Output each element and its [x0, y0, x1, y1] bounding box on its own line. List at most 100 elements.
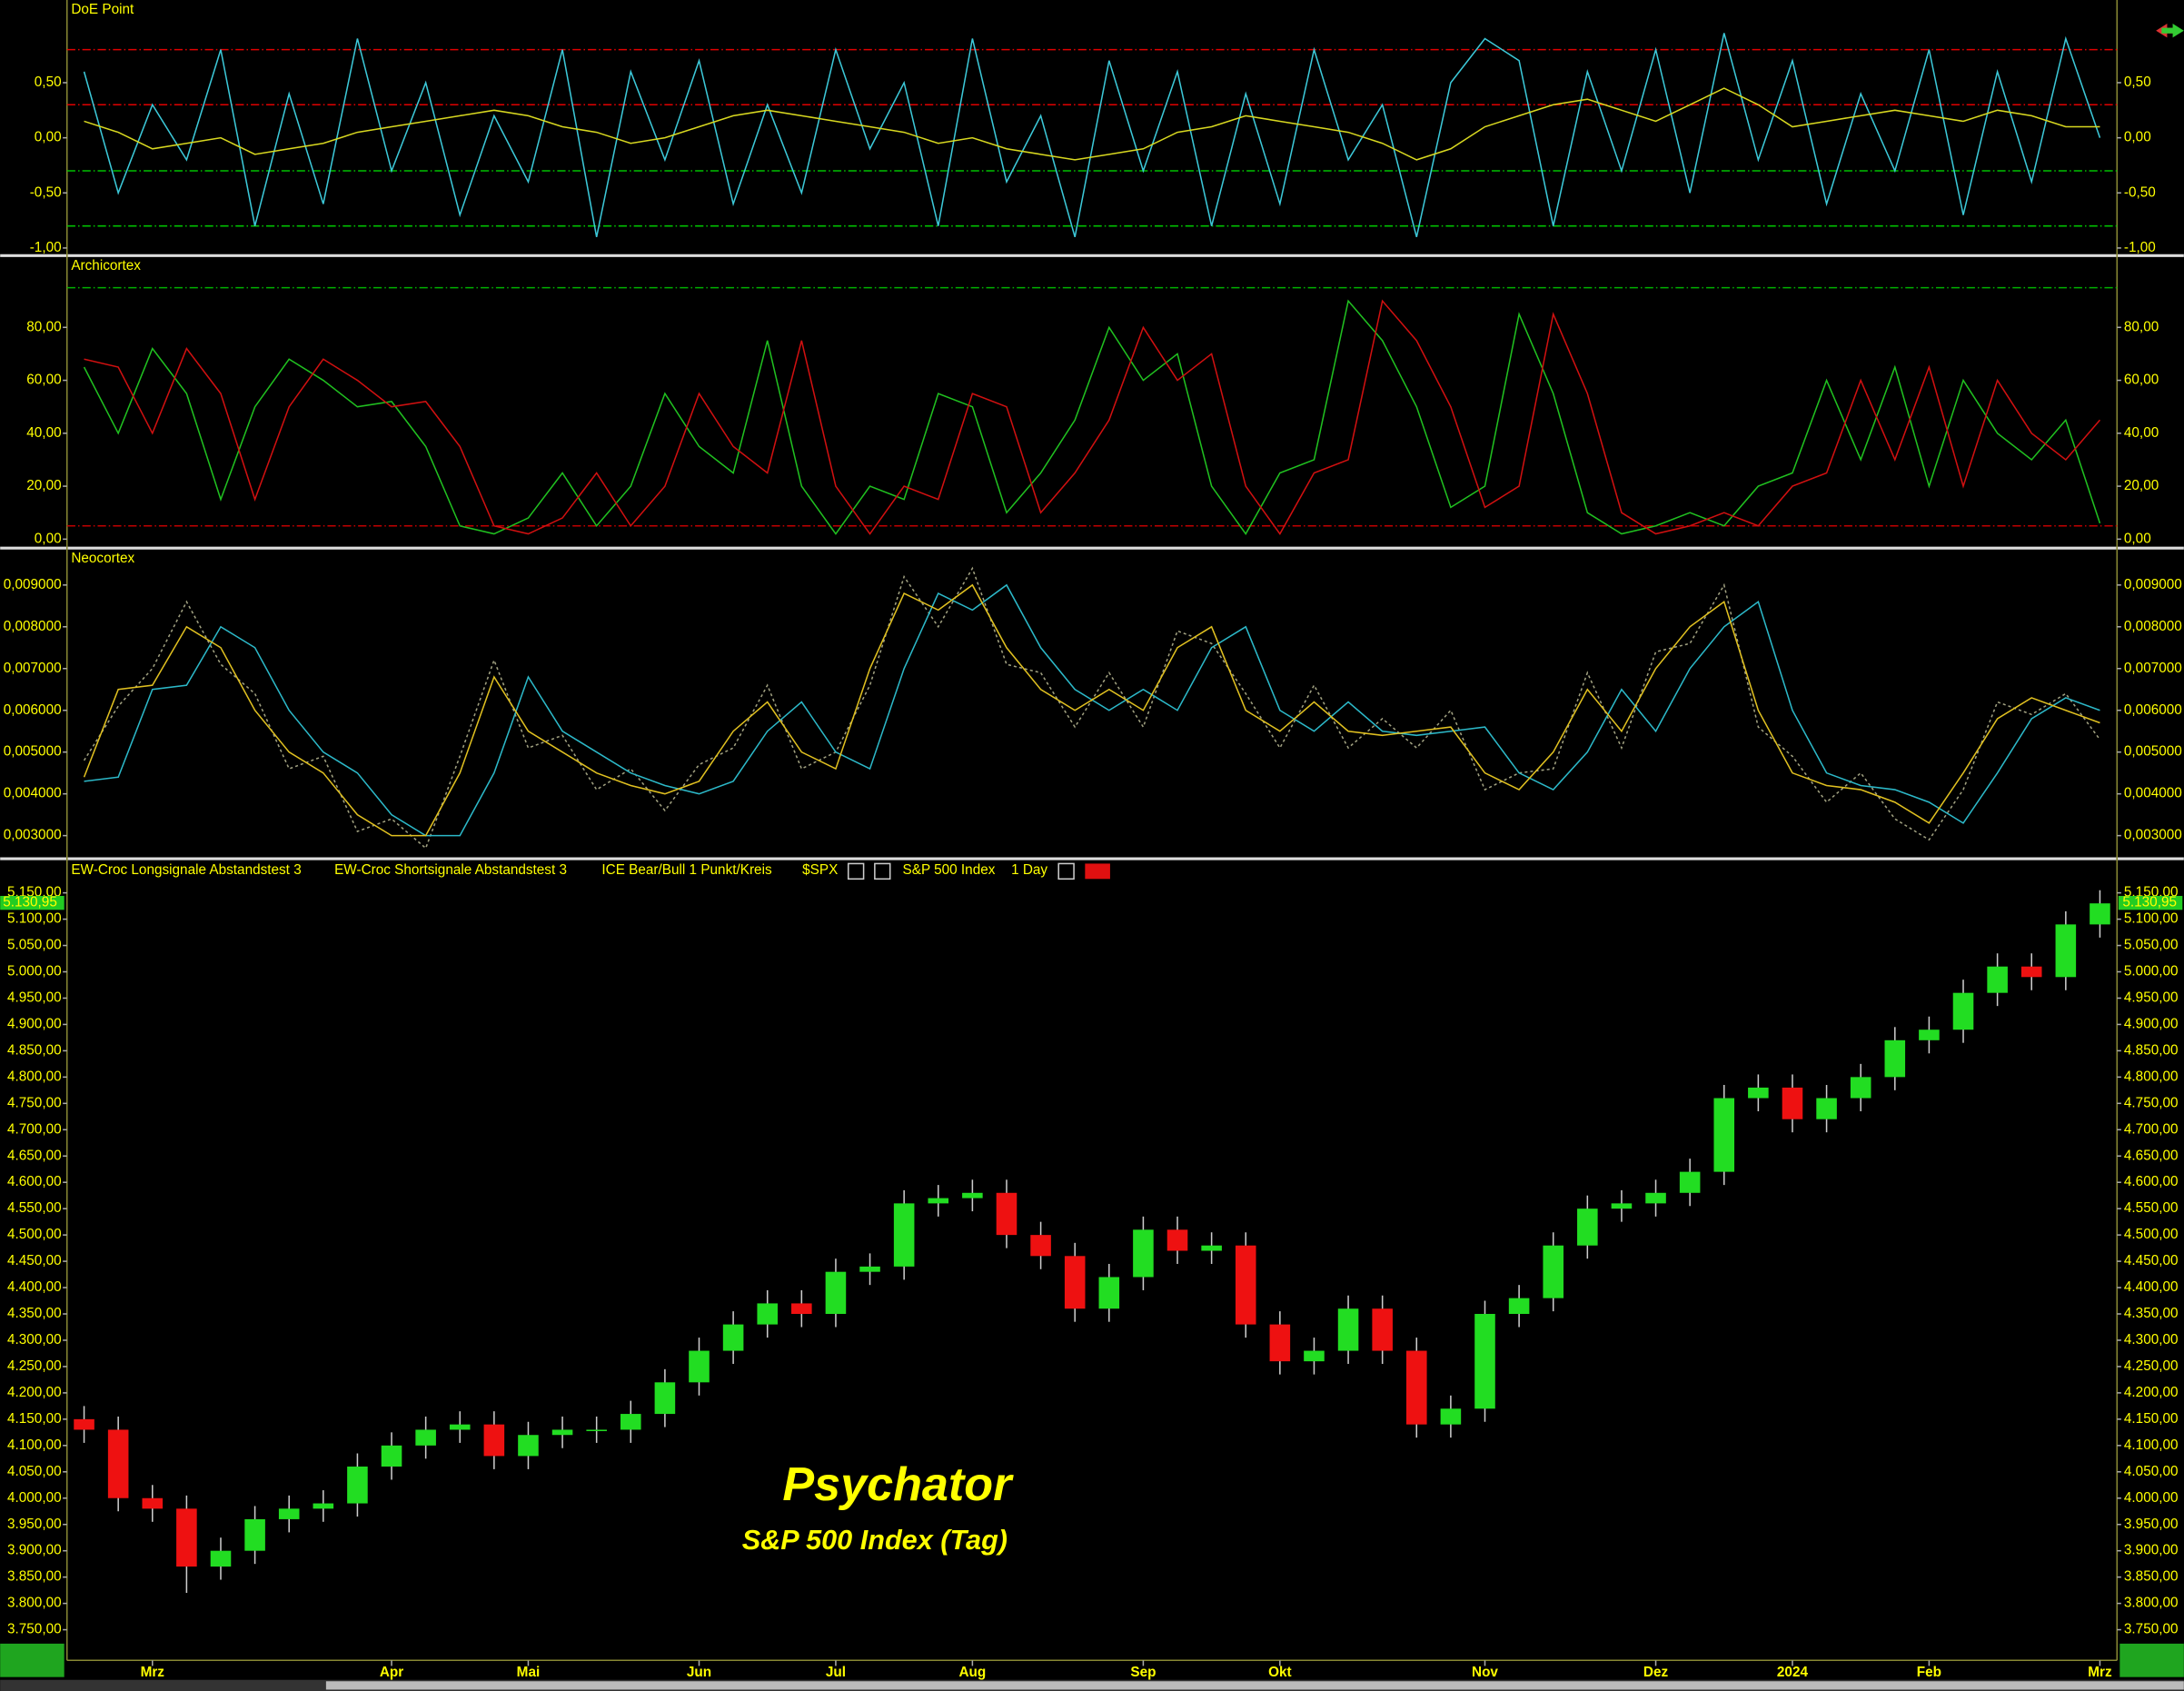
y-tick-label: 0,003000: [2124, 828, 2182, 843]
y-tick-label: 4.500,00: [7, 1227, 62, 1242]
dropdown[interactable]: [1057, 862, 1075, 880]
candle-body: [1304, 1350, 1325, 1362]
x-tick-label: Okt: [1268, 1665, 1292, 1680]
y-tick-label: 5.100,00: [2124, 911, 2179, 927]
x-tick-label: Mrz: [2088, 1665, 2112, 1680]
legend-item: 1 Day: [1011, 862, 1047, 878]
y-tick-label: 5.050,00: [2124, 938, 2179, 953]
y-tick-label: 4.500,00: [2124, 1227, 2179, 1242]
y-tick-label: 4.050,00: [2124, 1464, 2179, 1479]
candle-body: [278, 1508, 300, 1519]
y-tick-label: 4.250,00: [7, 1358, 62, 1374]
candle-body: [1919, 1030, 1940, 1040]
y-tick-label: 0,009000: [4, 577, 62, 592]
x-tick-label: Sep: [1130, 1665, 1156, 1680]
y-tick-label: 4.950,00: [2124, 990, 2179, 1006]
candle-body: [1713, 1098, 1735, 1172]
last-price-label: 5.130,95: [2122, 895, 2177, 910]
y-tick-label: 3.900,00: [7, 1543, 62, 1558]
y-tick-label: 4.900,00: [2124, 1016, 2179, 1031]
y-tick-label: 4.000,00: [2124, 1490, 2179, 1506]
candle-body: [859, 1266, 880, 1272]
candle-body: [1850, 1077, 1871, 1099]
y-tick-label: 0,006000: [2124, 702, 2182, 718]
candle-body: [1030, 1235, 1051, 1257]
y-tick-label: 4.550,00: [7, 1200, 62, 1216]
x-tick-label: Nov: [1472, 1665, 1498, 1680]
candle-body: [620, 1414, 641, 1430]
candle-body: [107, 1429, 129, 1498]
legend-item: $SPX: [802, 862, 838, 878]
series-line: [83, 583, 2100, 837]
y-tick-label: 4.000,00: [7, 1490, 62, 1506]
close-button[interactable]: [1085, 863, 1110, 880]
y-tick-label: 20,00: [26, 478, 61, 493]
y-tick-label: 0,004000: [4, 786, 62, 801]
x-tick-label: Jul: [826, 1665, 846, 1680]
candle-body: [1782, 1087, 1803, 1119]
y-tick-label: 0,006000: [4, 702, 62, 718]
x-tick-label: Aug: [958, 1665, 986, 1680]
dropdown[interactable]: [874, 862, 891, 880]
x-tick-label: Mai: [517, 1665, 541, 1680]
y-tick-label: 0,003000: [4, 828, 62, 843]
legend-item: EW-Croc Longsignale Abstandstest 3: [71, 862, 301, 878]
y-tick-label: 40,00: [26, 425, 61, 441]
y-tick-label: 60,00: [26, 373, 61, 388]
candle-body: [1337, 1308, 1359, 1351]
candle-body: [825, 1271, 847, 1315]
y-tick-label: 5.050,00: [7, 938, 62, 953]
series-line: [83, 299, 2101, 535]
corner-widget[interactable]: [0, 1643, 65, 1677]
y-tick-label: 4.200,00: [7, 1385, 62, 1400]
y-tick-label: 0,007000: [4, 661, 62, 676]
y-tick-label: 4.400,00: [7, 1279, 62, 1295]
candle-body: [1611, 1203, 1633, 1209]
y-tick-label: 4.100,00: [2124, 1437, 2179, 1453]
y-tick-label: 3.750,00: [7, 1622, 62, 1637]
y-tick-label: 3.900,00: [2124, 1543, 2179, 1558]
candle-body: [1372, 1308, 1393, 1351]
y-tick-label: 4.800,00: [7, 1069, 62, 1084]
candle-body: [518, 1435, 539, 1457]
y-tick-label: 80,00: [2124, 319, 2159, 334]
y-tick-label: 4.550,00: [2124, 1200, 2179, 1216]
candle-body: [1679, 1171, 1701, 1193]
y-tick-label: 3.850,00: [7, 1569, 62, 1585]
x-tick-label: Apr: [380, 1665, 403, 1680]
candle-body: [1064, 1256, 1086, 1309]
candle-body: [586, 1429, 607, 1431]
candle-body: [893, 1203, 915, 1267]
x-tick-label: Mrz: [141, 1665, 165, 1680]
y-tick-label: 60,00: [2124, 373, 2159, 388]
y-tick-label: -0,50: [2124, 184, 2156, 200]
candle-body: [1098, 1277, 1120, 1309]
candle-body: [1405, 1350, 1427, 1425]
dropdown[interactable]: [847, 862, 865, 880]
y-tick-label: 4.800,00: [2124, 1069, 2179, 1084]
candle-body: [2055, 924, 2077, 978]
y-tick-label: 4.600,00: [7, 1174, 62, 1189]
candle-body: [449, 1424, 471, 1430]
scroll-thumb[interactable]: [325, 1681, 2184, 1690]
corner-widget[interactable]: [2119, 1643, 2184, 1677]
y-tick-label: 3.800,00: [2124, 1596, 2179, 1611]
y-tick-label: 4.600,00: [2124, 1174, 2179, 1189]
candle-body: [142, 1497, 164, 1509]
panel-title: Neocortex: [71, 551, 134, 566]
x-tick-label: 2024: [1777, 1665, 1809, 1680]
candle-body: [1816, 1098, 1837, 1119]
y-tick-label: 0,004000: [2124, 786, 2182, 801]
y-tick-label: 4.250,00: [2124, 1358, 2179, 1374]
series-line: [83, 33, 2101, 238]
y-tick-label: 0,008000: [2124, 619, 2182, 634]
panel-title: DoE Point: [71, 2, 134, 17]
y-tick-label: 4.150,00: [7, 1411, 62, 1427]
last-price-box: [0, 895, 65, 910]
y-tick-label: 40,00: [2124, 425, 2159, 441]
y-tick-label: 4.200,00: [2124, 1385, 2179, 1400]
last-price-box: [2118, 895, 2183, 910]
legend-item: ICE Bear/Bull 1 Punkt/Kreis: [601, 862, 772, 878]
y-tick-label: 4.450,00: [7, 1253, 62, 1268]
